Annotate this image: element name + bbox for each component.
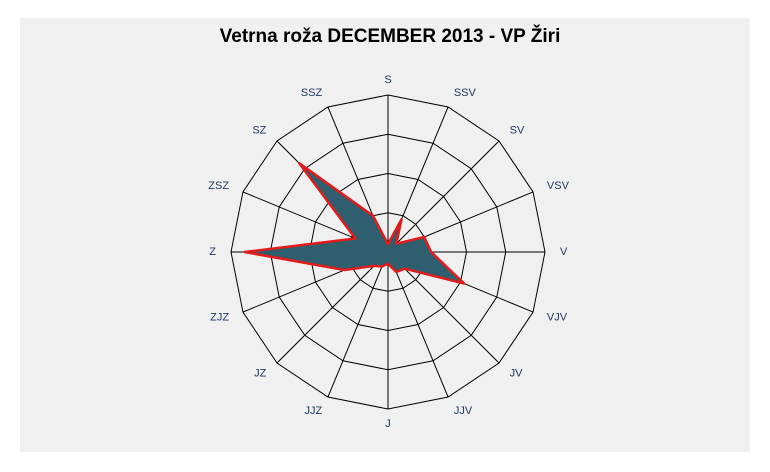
- spoke: [276, 251, 389, 364]
- category-label: S: [384, 74, 391, 86]
- chart-area: [20, 18, 750, 452]
- spoke: [387, 251, 500, 364]
- category-label: VJV: [547, 312, 568, 324]
- category-label: JJV: [454, 405, 473, 417]
- series-area: [243, 161, 466, 285]
- category-label: VSV: [547, 180, 570, 192]
- category-label: JV: [510, 368, 524, 380]
- category-label: SSZ: [301, 87, 323, 99]
- category-label: ZJZ: [210, 312, 229, 324]
- chart-title: Vetrna roža DECEMBER 2013 - VP Žiri: [220, 25, 561, 47]
- category-label: V: [560, 246, 568, 258]
- category-label: Z: [209, 246, 216, 258]
- spoke: [387, 140, 500, 253]
- spoke: [327, 251, 389, 398]
- category-label: JJZ: [304, 405, 322, 417]
- category-label: SZ: [252, 124, 266, 136]
- spoke: [387, 251, 449, 398]
- category-label: ZSZ: [208, 180, 229, 192]
- category-label: SV: [510, 124, 525, 136]
- category-label: SSV: [454, 87, 477, 99]
- category-label: J: [385, 418, 391, 430]
- category-label: JZ: [254, 368, 267, 380]
